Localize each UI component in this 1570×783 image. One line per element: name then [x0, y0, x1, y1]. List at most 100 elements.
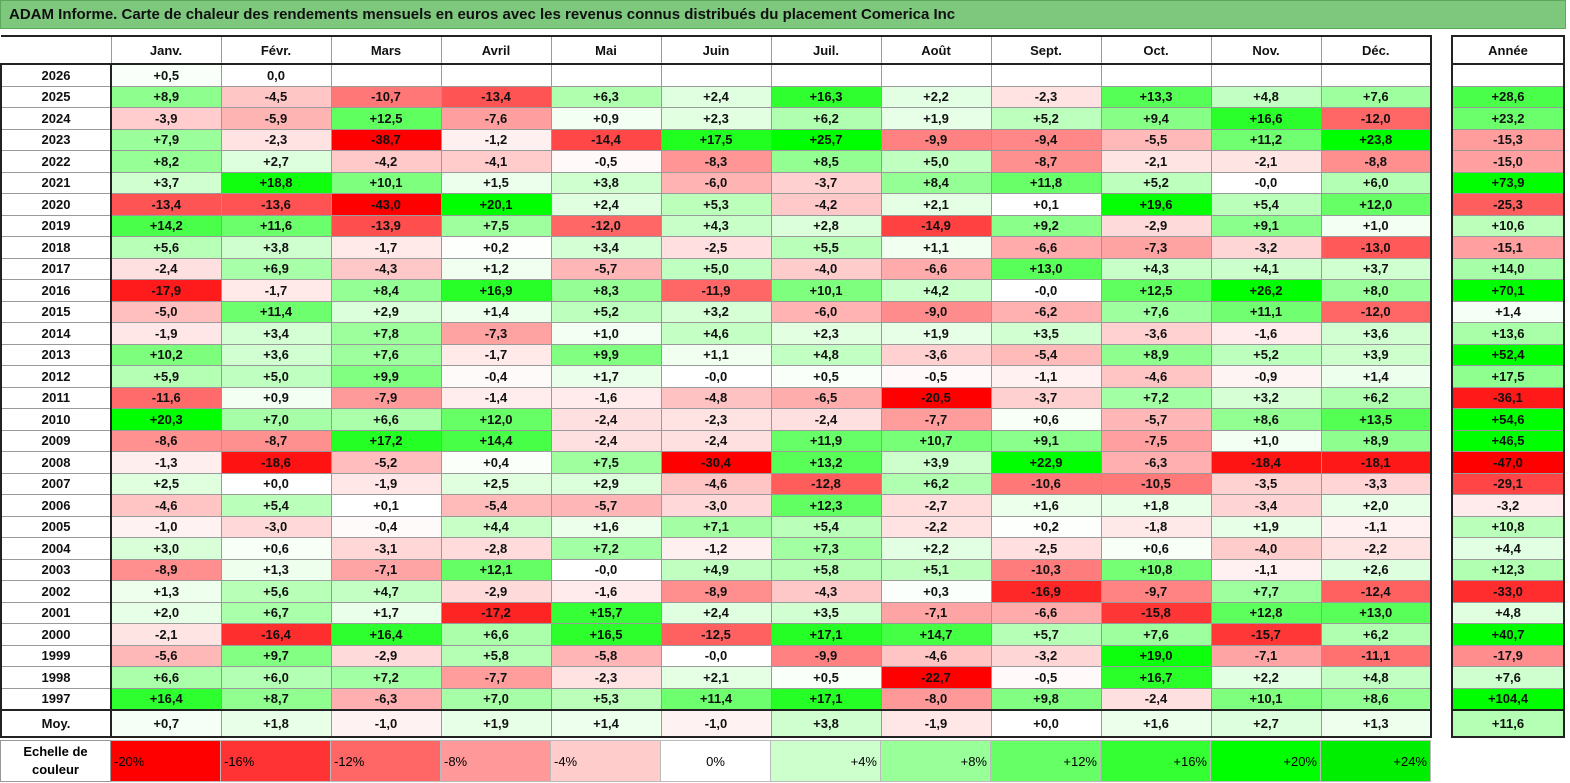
heatmap-cell: +5,9: [110, 365, 222, 388]
heatmap-cell: +12,0: [440, 408, 552, 431]
heatmap-cell: -0,5: [880, 365, 992, 388]
heatmap-cell: +5,5: [770, 236, 882, 259]
heatmap-cell: [660, 63, 772, 87]
annual-cell: [1451, 63, 1565, 87]
heatmap-cell: +16,6: [1210, 107, 1322, 130]
month-header: Nov.: [1210, 35, 1322, 65]
heatmap-cell: +9,7: [220, 644, 332, 667]
heatmap-cell: +7,2: [1100, 386, 1212, 409]
heatmap-cell: +6,6: [440, 623, 552, 646]
year-row: 2013 +10,2 +3,6 +7,6 -1,7 +9,9 +1,1 +4,8 -3,6 -5,…: [0, 343, 1432, 366]
heatmap-cell: +1,5: [440, 171, 552, 194]
year-label: 1999: [0, 644, 112, 667]
annual-cell: +104,4: [1451, 687, 1565, 711]
heatmap-cell: 0,0: [220, 63, 332, 87]
heatmap-cell: +3,6: [220, 343, 332, 366]
heatmap-cell: +1,6: [990, 494, 1102, 517]
heatmap-cell: +4,8: [1320, 666, 1432, 689]
annual-cell: -17,9: [1451, 644, 1565, 667]
average-cell: +1,9: [440, 709, 552, 738]
average-cell: +0,0: [990, 709, 1102, 738]
heatmap-cell: -3,9: [110, 107, 222, 130]
heatmap-cell: -5,9: [220, 107, 332, 130]
heatmap-cell: -11,6: [110, 386, 222, 409]
average-cell: +0,7: [110, 709, 222, 738]
heatmap-cell: -2,3: [220, 128, 332, 151]
heatmap-cell: +9,9: [550, 343, 662, 366]
heatmap-cell: +20,3: [110, 408, 222, 431]
heatmap-cell: [550, 63, 662, 87]
heatmap-cell: +2,0: [1320, 494, 1432, 517]
heatmap-cell: -12,0: [1320, 107, 1432, 130]
heatmap-cell: +2,5: [440, 472, 552, 495]
heatmap-cell: -8,8: [1320, 150, 1432, 173]
heatmap-cell: -4,2: [330, 150, 442, 173]
heatmap-cell: -2,4: [1100, 687, 1212, 711]
heatmap-cell: +3,8: [550, 171, 662, 194]
heatmap-cell: +8,9: [1100, 343, 1212, 366]
heatmap-cell: +9,1: [990, 429, 1102, 452]
year-row: 2020 -13,4 -13,6 -43,0 +20,1 +2,4 +5,3 -4,2 +2,1…: [0, 193, 1432, 216]
heatmap-cell: +4,8: [770, 343, 882, 366]
year-row: 2021 +3,7 +18,8 +10,1 +1,5 +3,8 -6,0 -3,7 +8,4 +1…: [0, 171, 1432, 194]
heatmap-cell: [440, 63, 552, 87]
heatmap-cell: +16,4: [330, 623, 442, 646]
heatmap-cell: +6,0: [1320, 171, 1432, 194]
heatmap-cell: -17,9: [110, 279, 222, 302]
heatmap-cell: -9,4: [990, 128, 1102, 151]
heatmap-cell: +1,9: [1210, 515, 1322, 538]
heatmap-cell: +4,8: [1210, 85, 1322, 108]
year-row: 2000 -2,1 -16,4 +16,4 +6,6 +16,5 -12,5 +17,1 +14…: [0, 623, 1432, 646]
heatmap-cell: -12,0: [550, 214, 662, 237]
heatmap-cell: +8,3: [550, 279, 662, 302]
average-cell: +1,4: [550, 709, 662, 738]
heatmap-cell: +1,7: [330, 601, 442, 624]
annual-cell: +17,5: [1451, 365, 1565, 388]
annual-cell: +52,4: [1451, 343, 1565, 366]
annual-cell: -3,2: [1451, 494, 1565, 517]
heatmap-cell: -10,3: [990, 558, 1102, 581]
heatmap-cell: -13,4: [110, 193, 222, 216]
heatmap-cell: +16,9: [440, 279, 552, 302]
month-header: Janv.: [110, 35, 222, 65]
heatmap-cell: +16,4: [110, 687, 222, 711]
heatmap-cell: +7,3: [770, 537, 882, 560]
average-cell: +2,7: [1210, 709, 1322, 738]
heatmap-cell: +7,5: [440, 214, 552, 237]
heatmap-cell: +3,5: [770, 601, 882, 624]
heatmap-cell: +8,5: [770, 150, 882, 173]
heatmap-cell: -13,9: [330, 214, 442, 237]
heatmap-cell: +1,3: [110, 580, 222, 603]
heatmap-cell: +0,2: [440, 236, 552, 259]
heatmap-cell: -0,4: [330, 515, 442, 538]
heatmap-cell: -7,5: [1100, 429, 1212, 452]
month-header: Mai: [550, 35, 662, 65]
heatmap-cell: -5,0: [110, 300, 222, 323]
heatmap-cell: +5,6: [220, 580, 332, 603]
heatmap-cell: +7,6: [1100, 300, 1212, 323]
heatmap-cell: +1,4: [1320, 365, 1432, 388]
heatmap-cell: -1,1: [990, 365, 1102, 388]
heatmap-cell: -4,6: [660, 472, 772, 495]
heatmap-cell: +4,3: [660, 214, 772, 237]
year-row: 2003 -8,9 +1,3 -7,1 +12,1 -0,0 +4,9 +5,8 +5,1 -10…: [0, 558, 1432, 581]
heatmap-cell: -6,0: [770, 300, 882, 323]
heatmap-cell: +10,7: [880, 429, 992, 452]
heatmap-cell: +22,9: [990, 451, 1102, 474]
heatmap-cell: +11,6: [220, 214, 332, 237]
year-row: 2006 -4,6 +5,4 +0,1 -5,4 -5,7 -3,0 +12,3 -2,7 +1,…: [0, 494, 1432, 517]
scale-step: +12%: [990, 740, 1101, 782]
heatmap-cell: +7,1: [660, 515, 772, 538]
heatmap-cell: +13,5: [1320, 408, 1432, 431]
annual-cell: -33,0: [1451, 580, 1565, 603]
heatmap-cell: +4,3: [1100, 257, 1212, 280]
heatmap-cell: +9,8: [990, 687, 1102, 711]
heatmap-cell: +2,4: [660, 601, 772, 624]
annual-header: Année: [1451, 35, 1565, 65]
year-label: 2012: [0, 365, 112, 388]
scale-step: +8%: [880, 740, 991, 782]
heatmap-cell: +6,6: [330, 408, 442, 431]
year-label: 2011: [0, 386, 112, 409]
heatmap-cell: +1,7: [550, 365, 662, 388]
heatmap-cell: -8,7: [990, 150, 1102, 173]
